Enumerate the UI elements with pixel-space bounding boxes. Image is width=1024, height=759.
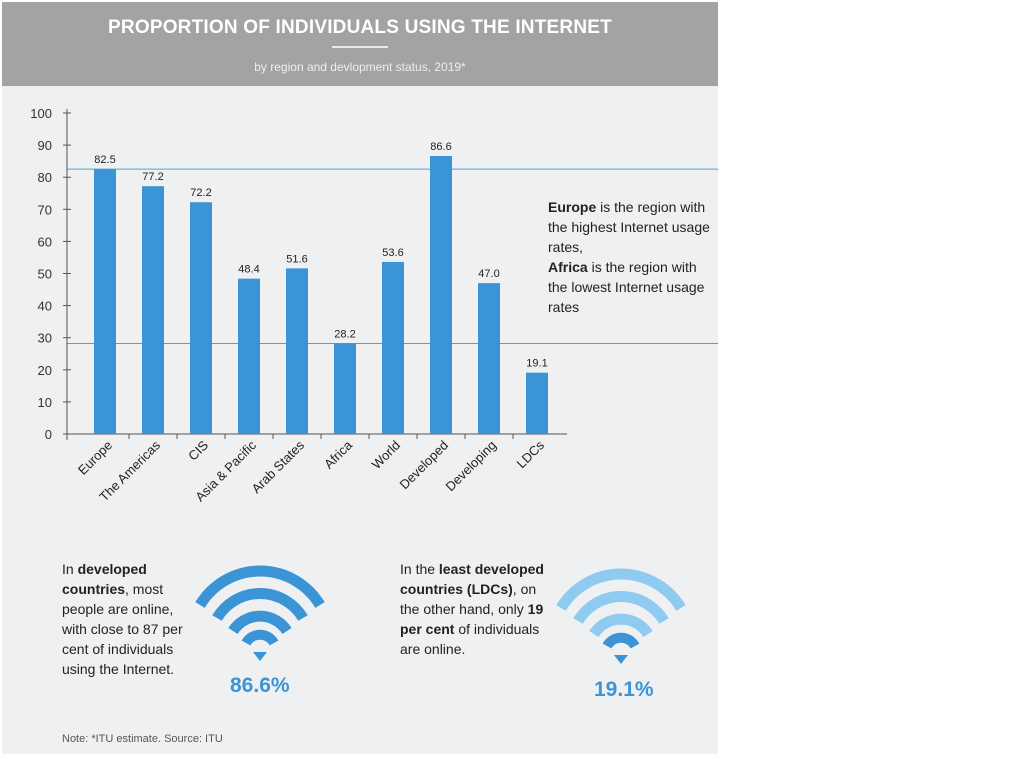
bar	[526, 372, 548, 434]
x-tick-label: World	[369, 438, 403, 472]
chart-title: PROPORTION OF INDIVIDUALS USING THE INTE…	[108, 17, 612, 38]
developed-percent: 86.6%	[230, 674, 290, 697]
bar-value-label: 19.1	[526, 358, 547, 370]
developed-note: In developed countries, most people are …	[62, 559, 192, 679]
wifi-icon	[195, 565, 325, 661]
ldc-note-bold-1: least developed countries (LDCs)	[400, 561, 544, 597]
y-tick-label: 60	[38, 234, 52, 249]
ldc-note-3: of individuals are online.	[400, 621, 540, 657]
bar-value-label: 53.6	[382, 247, 403, 259]
bar	[94, 169, 116, 435]
bar-value-label: 72.2	[190, 187, 211, 199]
bar	[142, 186, 164, 434]
x-tick-label: CIS	[185, 437, 211, 463]
bar-value-label: 82.5	[94, 154, 115, 166]
x-tick-label: Developing	[443, 438, 500, 495]
y-tick-label: 40	[38, 299, 52, 314]
developed-note-bold: developed countries	[62, 561, 147, 597]
ldc-note-1: In the	[400, 561, 439, 577]
y-tick-label: 100	[30, 106, 52, 121]
y-tick-label: 20	[38, 363, 52, 378]
y-tick-label: 70	[38, 202, 52, 217]
y-tick-label: 30	[38, 331, 52, 346]
ldc-note: In the least developed countries (LDCs),…	[400, 559, 550, 659]
ldc-note-bold-2: 19 per cent	[400, 601, 544, 637]
callout-africa: Africa	[548, 259, 588, 275]
developed-note-1: In	[62, 561, 78, 577]
bar-value-label: 47.0	[478, 268, 499, 280]
bar-value-label: 86.6	[430, 141, 451, 153]
ldc-note-2: , on the other hand, only	[400, 581, 537, 617]
bar	[334, 343, 356, 434]
title-divider	[332, 46, 388, 48]
bar	[286, 268, 308, 434]
bar-value-label: 51.6	[286, 253, 307, 265]
callout-text: Europe is the region with the highest In…	[548, 197, 718, 317]
y-tick-label: 0	[45, 427, 52, 442]
bar	[430, 156, 452, 434]
bar-value-label: 28.2	[334, 328, 355, 340]
x-tick-label: Europe	[75, 438, 115, 478]
wifi-icon	[556, 568, 686, 664]
bar	[190, 202, 212, 434]
infographic: PROPORTION OF INDIVIDUALS USING THE INTE…	[2, 2, 718, 754]
callout-text-1: is the region with the highest Internet …	[548, 199, 710, 255]
x-tick-label: Africa	[321, 437, 356, 472]
y-tick-label: 80	[38, 170, 52, 185]
callout-europe: Europe	[548, 199, 597, 215]
bar	[382, 261, 404, 434]
footnote: Note: *ITU estimate. Source: ITU	[62, 733, 223, 745]
x-tick-label: Arab States	[248, 437, 307, 496]
bar	[238, 278, 260, 434]
bar-value-label: 48.4	[238, 264, 259, 276]
header: PROPORTION OF INDIVIDUALS USING THE INTE…	[2, 2, 718, 86]
x-tick-label: LDCs	[514, 437, 548, 471]
developed-note-2: , most people are online, with close to …	[62, 581, 183, 677]
bar-chart: 010203040506070809010082.5Europe77.2The …	[30, 106, 718, 504]
y-tick-label: 50	[38, 267, 52, 282]
chart-subtitle: by region and devlopment status, 2019*	[254, 60, 466, 74]
y-tick-label: 10	[38, 395, 52, 410]
callout-text-2: is the region with the lowest Internet u…	[548, 259, 705, 315]
ldc-percent: 19.1%	[594, 678, 654, 701]
bar	[478, 283, 500, 434]
y-tick-label: 90	[38, 138, 52, 153]
bar-value-label: 77.2	[142, 171, 163, 183]
